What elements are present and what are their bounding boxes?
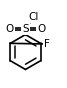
Text: O: O [5,24,14,34]
Text: O: O [37,24,46,34]
Text: F: F [44,39,50,49]
Text: S: S [22,24,29,34]
Text: Cl: Cl [28,12,39,22]
